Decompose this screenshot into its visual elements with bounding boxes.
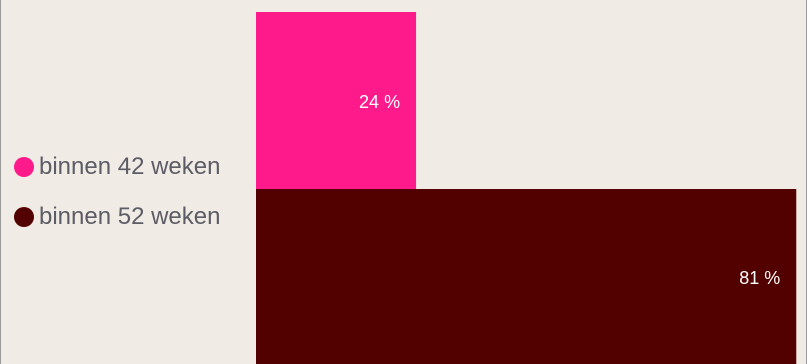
bar-52-weken[interactable] (256, 189, 797, 364)
legend-item-42-weken[interactable]: binnen 42 weken (14, 142, 220, 192)
bar-42-weken[interactable] (256, 12, 417, 189)
legend: binnen 42 weken binnen 52 weken (14, 142, 220, 242)
legend-label-52-weken: binnen 52 weken (39, 203, 221, 230)
legend-label-42-weken: binnen 42 weken (39, 153, 221, 180)
data-label-52-weken: 81 % (739, 268, 780, 288)
legend-marker-52-weken (14, 207, 34, 227)
legend-item-52-weken[interactable]: binnen 52 weken (14, 192, 220, 242)
data-label-42-weken: 24 % (359, 92, 400, 112)
legend-marker-42-weken (14, 157, 34, 177)
